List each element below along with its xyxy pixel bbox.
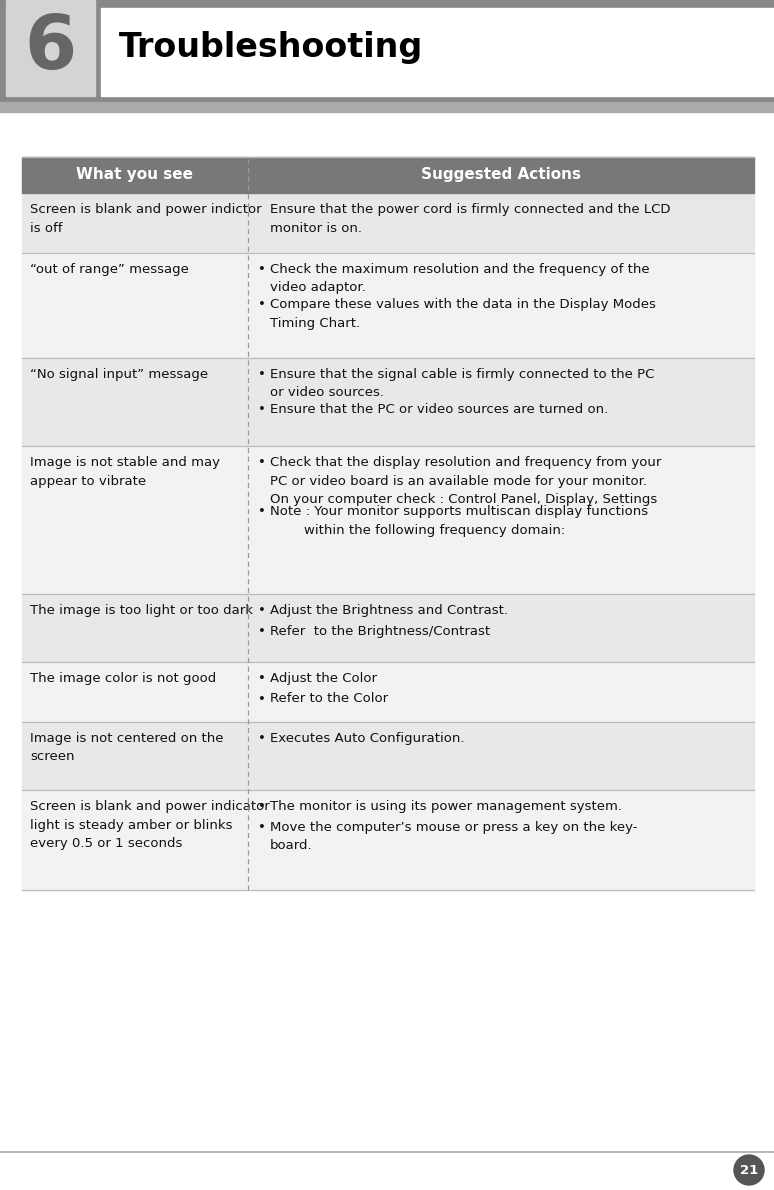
Bar — [22, 594, 754, 662]
Text: •: • — [258, 263, 266, 276]
Text: Refer to the Color: Refer to the Color — [270, 693, 388, 706]
Text: 6: 6 — [24, 12, 77, 84]
Bar — [22, 662, 754, 722]
Bar — [0, 102, 774, 112]
Text: What you see: What you see — [77, 168, 194, 182]
Bar — [22, 193, 754, 253]
Text: 21: 21 — [740, 1164, 758, 1177]
Bar — [22, 446, 754, 594]
Text: Ensure that the PC or video sources are turned on.: Ensure that the PC or video sources are … — [270, 403, 608, 416]
Text: •: • — [258, 820, 266, 833]
Bar — [22, 253, 754, 358]
Text: Troubleshooting: Troubleshooting — [119, 31, 423, 64]
Text: Image is not centered on the
screen: Image is not centered on the screen — [30, 732, 224, 764]
Text: Ensure that the signal cable is firmly connected to the PC
or video sources.: Ensure that the signal cable is firmly c… — [270, 368, 654, 400]
Bar — [22, 157, 754, 193]
Bar — [6, 0, 95, 96]
Text: •: • — [258, 298, 266, 311]
Text: •: • — [258, 456, 266, 469]
Circle shape — [734, 1155, 764, 1185]
Text: The monitor is using its power management system.: The monitor is using its power managemen… — [270, 800, 622, 813]
Text: Move the computer’s mouse or press a key on the key-
board.: Move the computer’s mouse or press a key… — [270, 820, 638, 852]
Text: Note : Your monitor supports multiscan display functions
        within the foll: Note : Your monitor supports multiscan d… — [270, 506, 648, 537]
Text: Compare these values with the data in the Display Modes
Timing Chart.: Compare these values with the data in th… — [270, 298, 656, 330]
Text: •: • — [258, 506, 266, 519]
Text: •: • — [258, 368, 266, 381]
Text: Adjust the Brightness and Contrast.: Adjust the Brightness and Contrast. — [270, 605, 508, 616]
Text: •: • — [258, 732, 266, 745]
Text: Suggested Actions: Suggested Actions — [421, 168, 581, 182]
Text: •: • — [258, 693, 266, 706]
Text: Ensure that the power cord is firmly connected and the LCD
monitor is on.: Ensure that the power cord is firmly con… — [270, 203, 670, 234]
Text: Adjust the Color: Adjust the Color — [270, 672, 377, 685]
Bar — [22, 722, 754, 790]
Text: Refer  to the Brightness/Contrast: Refer to the Brightness/Contrast — [270, 625, 490, 638]
Text: •: • — [258, 403, 266, 416]
Text: Screen is blank and power indicator
light is steady amber or blinks
every 0.5 or: Screen is blank and power indicator ligh… — [30, 800, 270, 850]
Text: Executes Auto Configuration.: Executes Auto Configuration. — [270, 732, 464, 745]
Text: The image is too light or too dark: The image is too light or too dark — [30, 605, 253, 616]
Text: “out of range” message: “out of range” message — [30, 263, 189, 276]
Text: •: • — [258, 800, 266, 813]
Text: •: • — [258, 625, 266, 638]
Text: The image color is not good: The image color is not good — [30, 672, 216, 685]
Text: •: • — [258, 605, 266, 616]
Bar — [101, 8, 774, 96]
Bar — [22, 790, 754, 890]
Text: Check the maximum resolution and the frequency of the
video adaptor.: Check the maximum resolution and the fre… — [270, 263, 649, 294]
Bar — [22, 358, 754, 446]
Text: •: • — [258, 672, 266, 685]
Text: “No signal input” message: “No signal input” message — [30, 368, 208, 381]
Text: Screen is blank and power indictor
is off: Screen is blank and power indictor is of… — [30, 203, 262, 234]
Text: Image is not stable and may
appear to vibrate: Image is not stable and may appear to vi… — [30, 456, 220, 488]
Bar — [0, 0, 774, 102]
Text: Check that the display resolution and frequency from your
PC or video board is a: Check that the display resolution and fr… — [270, 456, 661, 506]
